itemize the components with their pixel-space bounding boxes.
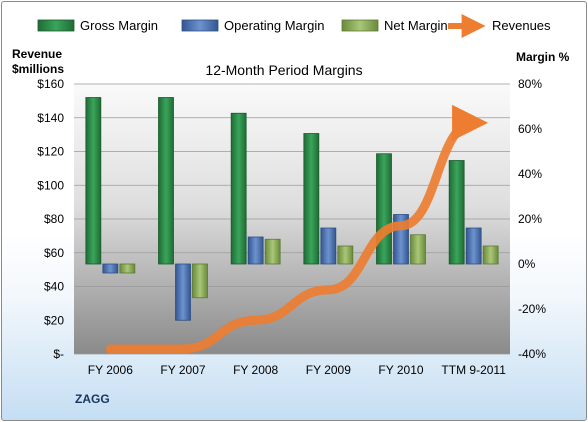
legend-swatch-gross-margin (37, 19, 75, 32)
category-label: FY 2009 (306, 363, 351, 377)
left-axis-title-line2: $millions (12, 62, 64, 76)
bar-gross-margin (448, 160, 465, 265)
revenue-arrow (105, 104, 489, 354)
legend-label: Revenues (492, 18, 551, 33)
right-tick-label: 80% (518, 77, 542, 91)
legend: Gross Margin Operating Margin Net Margin Re… (37, 14, 551, 38)
left-tick-label: $60 (44, 246, 64, 260)
right-tick-label: 60% (518, 122, 542, 136)
bar-operating-margin (247, 236, 264, 265)
left-tick-label: $20 (44, 313, 64, 327)
bar-net-margin (264, 238, 281, 265)
bar-operating-margin (465, 227, 482, 265)
right-tick-label: 20% (518, 212, 542, 226)
right-tick-label: 0% (518, 257, 536, 271)
left-tick-label: $140 (37, 111, 64, 125)
bar-gross-margin (303, 133, 320, 265)
bars (85, 97, 499, 321)
legend-swatch-operating-margin (181, 19, 219, 32)
bar-net-margin (337, 245, 354, 265)
category-label: FY 2008 (233, 363, 278, 377)
legend-swatch-net-margin (341, 19, 379, 32)
legend-label: Operating Margin (224, 18, 324, 33)
chart-title: 12-Month Period Margins (205, 62, 362, 78)
right-axis-title: Margin % (516, 50, 570, 64)
bar-operating-margin (175, 263, 191, 321)
bar-gross-margin (85, 97, 102, 265)
company-label: ZAGG (75, 392, 110, 406)
bar-net-margin (119, 263, 136, 274)
bar-operating-margin (102, 263, 119, 274)
category-labels: FY 2006 FY 2007 FY 2008 FY 2009 FY 2010 TTM 9… (88, 363, 506, 377)
bar-net-margin (482, 245, 499, 265)
category-label: TTM 9-2011 (441, 363, 506, 377)
category-label: FY 2007 (160, 363, 205, 377)
right-axis-ticks: -40% -20% 0% 20% 40% 60% 80% (518, 77, 546, 361)
left-tick-label: $160 (37, 77, 64, 91)
right-tick-label: -20% (518, 302, 546, 316)
bar-net-margin (410, 234, 426, 265)
left-tick-label: $80 (44, 212, 64, 226)
category-label: FY 2010 (378, 363, 423, 377)
bar-operating-margin (320, 227, 337, 265)
left-tick-label: $- (53, 347, 64, 361)
legend-label: Net Margin (384, 18, 448, 33)
left-tick-label: $40 (44, 280, 64, 294)
left-tick-label: $100 (37, 178, 64, 192)
right-tick-label: 40% (518, 167, 542, 181)
left-axis-title-line1: Revenue (12, 47, 62, 61)
bar-gross-margin (230, 112, 247, 265)
bar-gross-margin (376, 153, 392, 265)
category-label: FY 2006 (88, 363, 133, 377)
legend-label: Gross Margin (80, 18, 158, 33)
bar-net-margin (192, 263, 208, 299)
left-tick-label: $120 (37, 145, 64, 159)
revenue-line (105, 104, 489, 354)
bar-gross-margin (158, 97, 174, 265)
left-axis-ticks: $- $20 $40 $60 $80 $100 $120 $140 $160 (37, 77, 64, 361)
right-tick-label: -40% (518, 347, 546, 361)
gridlines (74, 83, 510, 355)
